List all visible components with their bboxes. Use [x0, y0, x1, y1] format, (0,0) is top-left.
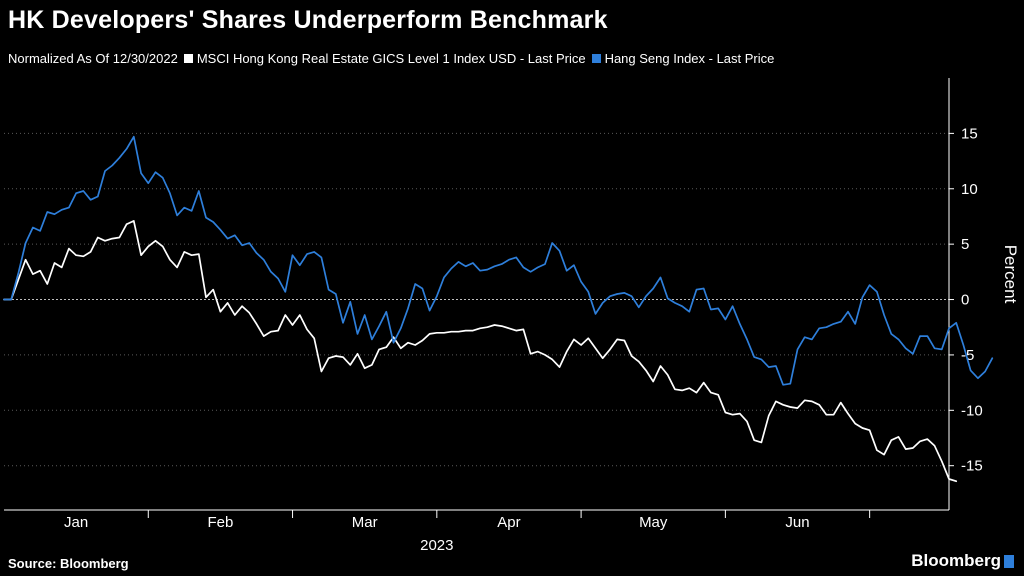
x-tick-label: May — [639, 514, 668, 531]
brand-name: Bloomberg — [911, 551, 1001, 570]
legend: Normalized As Of 12/30/2022 MSCI Hong Ko… — [8, 51, 774, 66]
brand-square-icon — [1004, 554, 1014, 568]
bloomberg-logo: Bloomberg — [911, 551, 1014, 571]
x-tick-label: Jun — [785, 514, 809, 531]
y-tick-label: 5 — [961, 236, 969, 253]
y-tick-label: 15 — [961, 125, 978, 142]
legend-label-msci: MSCI Hong Kong Real Estate GICS Level 1 … — [196, 51, 586, 66]
source-note: Source: Bloomberg — [8, 556, 129, 571]
legend-label-hsi: Hang Seng Index - Last Price — [604, 51, 775, 66]
x-tick-label: Apr — [497, 514, 520, 531]
x-tick-label: Mar — [352, 514, 378, 531]
series-line-msci — [3, 220, 958, 483]
legend-swatch-hsi — [591, 54, 601, 63]
series-line-hsi — [3, 135, 994, 386]
chart-title: HK Developers' Shares Underperform Bench… — [8, 6, 608, 34]
y-tick-label: -15 — [961, 458, 983, 475]
chart-subtitle: Normalized As Of 12/30/2022 — [8, 51, 178, 66]
legend-swatch-msci — [183, 54, 193, 63]
y-tick-label: -10 — [961, 402, 983, 419]
x-year-label: 2023 — [420, 537, 453, 554]
y-tick-label: 0 — [961, 292, 969, 309]
x-tick-label: Jan — [64, 514, 88, 531]
x-tick-label: Feb — [207, 514, 233, 531]
y-axis-label: Percent — [1001, 245, 1020, 304]
y-tick-label: 10 — [961, 181, 978, 198]
